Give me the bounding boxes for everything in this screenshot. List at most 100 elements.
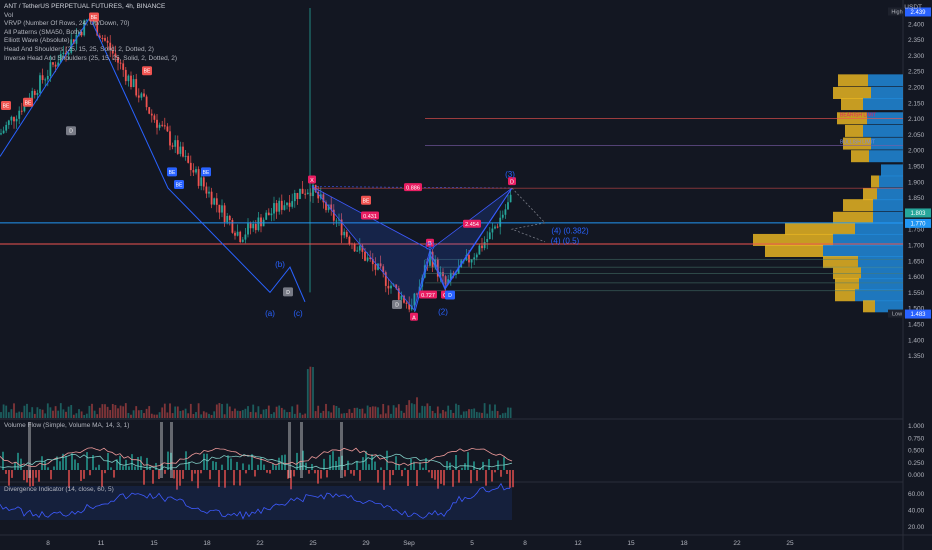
candle-body xyxy=(273,203,275,214)
volume-bar xyxy=(10,409,13,418)
price-tick-label: 2.350 xyxy=(908,37,925,44)
indicator-vrvp[interactable]: VRVP (Number Of Rows, 24, Up/Down, 70) xyxy=(4,20,130,28)
volume-bar xyxy=(509,407,512,418)
ratio-label: 2.454 xyxy=(465,222,479,228)
volume-flow-bar xyxy=(110,467,112,470)
volume-flow-bar xyxy=(203,453,205,470)
elliott-wave-line xyxy=(414,187,513,312)
volume-bar xyxy=(330,412,333,418)
volume-flow-bar xyxy=(137,457,139,470)
vrvp-bar-down xyxy=(881,164,903,177)
volume-flow-bar xyxy=(218,470,220,488)
candle-body xyxy=(234,232,236,236)
volume-bar xyxy=(36,407,39,418)
volume-flow-bar xyxy=(512,470,514,488)
indicator-all-patterns[interactable]: All Patterns (SMA50, Both) xyxy=(4,28,82,36)
volume-bar xyxy=(436,406,439,418)
candle-body xyxy=(41,75,44,81)
candle-body xyxy=(478,245,481,255)
volume-bar xyxy=(83,414,86,418)
candle-body xyxy=(52,62,54,65)
candle-body xyxy=(210,191,213,205)
candle-body xyxy=(137,95,140,98)
indicator-elliott-wave[interactable]: Elliott Wave (Absolute) xyxy=(4,37,70,45)
vrvp-bar-up xyxy=(835,278,859,291)
volume-bar xyxy=(351,412,353,418)
vrvp-bar-up xyxy=(845,124,863,137)
divergence-label[interactable]: Divergence Indicator (14, close, 60, 5) xyxy=(4,486,114,493)
volume-bar xyxy=(270,413,273,418)
candle-body xyxy=(249,223,252,229)
candle-body xyxy=(301,188,304,194)
volume-flow-bar xyxy=(8,470,10,486)
volume-bar xyxy=(197,403,200,418)
elliott-wave-label: (2) xyxy=(438,308,448,317)
volume-flow-bar xyxy=(329,455,331,470)
volume-bar xyxy=(192,413,195,418)
indicator-head-shoulders[interactable]: Head And Shoulders (25, 15, 25, Solid, 2… xyxy=(4,45,154,53)
candle-body xyxy=(184,155,187,157)
volume-flow-bar xyxy=(428,470,430,473)
volume-bar xyxy=(460,414,463,418)
price-tick-label: 1.450 xyxy=(908,322,925,329)
volume-bar xyxy=(67,406,70,418)
candle-body xyxy=(397,288,400,300)
candle-body xyxy=(260,217,262,227)
divergence-tick: 40.00 xyxy=(908,508,925,515)
volume-bar xyxy=(327,411,330,418)
volume-flow-bar xyxy=(83,470,85,479)
price-tick-label: 2.100 xyxy=(908,116,925,123)
vrvp-bar-up xyxy=(837,112,867,125)
vrvp-bar-up xyxy=(843,137,871,150)
candle-body xyxy=(306,192,309,194)
volume-flow-bar xyxy=(224,470,226,488)
candle-body xyxy=(382,266,385,273)
candle-body xyxy=(483,241,486,249)
volume-bar xyxy=(325,403,327,418)
volume-bar xyxy=(241,410,244,418)
vrvp-bar-up xyxy=(863,300,875,313)
volume-flow-label[interactable]: Volume Flow (Simple, Volume MA, 14, 3, 1… xyxy=(4,422,130,429)
elliott-wave-label: (4) (0.5) xyxy=(551,236,580,245)
price-tick-label: 1.900 xyxy=(908,179,925,186)
volume-bar xyxy=(46,403,49,418)
candle-body xyxy=(130,75,132,87)
pattern-point-label: X xyxy=(310,178,314,184)
volume-flow-bar xyxy=(230,458,232,470)
volume-flow-bar xyxy=(248,464,250,470)
volume-bar xyxy=(205,412,208,418)
candle-body xyxy=(296,193,299,199)
candle-body xyxy=(59,54,62,63)
vrvp-bar-down xyxy=(868,74,903,87)
volume-flow-bar xyxy=(284,454,286,470)
candle-body xyxy=(140,93,143,98)
volume-bar xyxy=(161,407,164,418)
candle-body xyxy=(384,272,387,286)
volume-flow-bar xyxy=(434,470,436,480)
volume-bar xyxy=(353,407,356,418)
candle-body xyxy=(223,205,226,223)
volume-flow-tick: 0.500 xyxy=(908,448,925,455)
volume-bar xyxy=(239,411,242,418)
symbol-title: ANT / TetherUS PERPETUAL FUTURES, 4h, BI… xyxy=(4,3,166,10)
volume-bar xyxy=(166,412,169,418)
candle-body xyxy=(418,286,421,295)
volume-bar xyxy=(208,413,210,418)
vrvp-bar-up xyxy=(753,233,833,246)
volume-flow-bar xyxy=(425,458,427,470)
divergence-tick: 20.00 xyxy=(908,524,925,531)
volume-flow-bar xyxy=(356,460,358,470)
volume-bar xyxy=(23,405,26,418)
volume-bar xyxy=(54,406,57,418)
indicator-vol[interactable]: Vol xyxy=(4,11,14,19)
volume-flow-bar xyxy=(317,470,319,484)
volume-bar xyxy=(280,407,283,418)
candle-body xyxy=(202,177,205,187)
vrvp-bar-down xyxy=(873,211,903,224)
volume-bar xyxy=(452,412,455,418)
volume-bar xyxy=(213,411,216,418)
price-tick-label: 1.400 xyxy=(908,337,925,344)
indicator-inverse-head-shoulders[interactable]: Inverse Head And Shoulders (25, 15, 25, … xyxy=(4,54,178,62)
high-price-badge xyxy=(905,7,931,17)
